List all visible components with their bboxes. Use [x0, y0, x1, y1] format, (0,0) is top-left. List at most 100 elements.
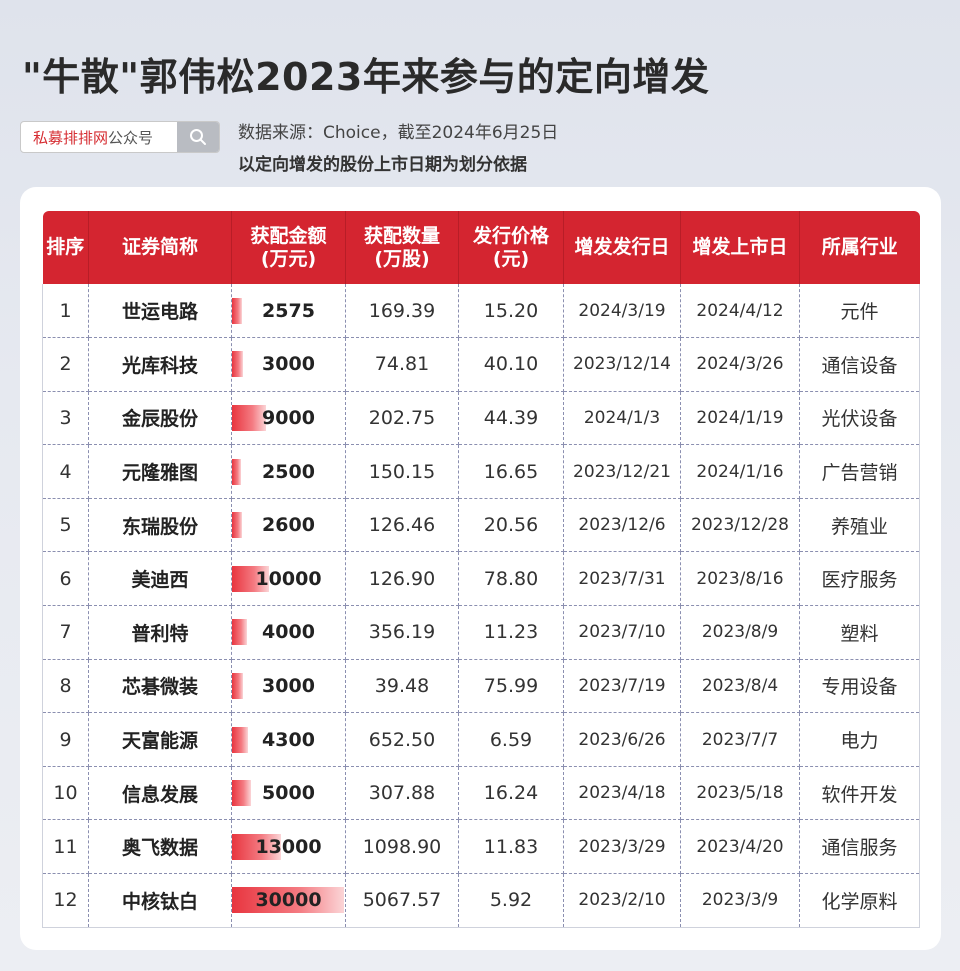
cell-industry: 元件 [799, 284, 920, 339]
search-suffix-text: 公众号 [108, 128, 154, 147]
cell-industry: 通信服务 [799, 819, 920, 875]
cell-issue-date: 2023/12/14 [563, 337, 681, 392]
cell-amount: 3000 [231, 337, 346, 392]
data-source: 数据来源：Choice，截至2024年6月25日 [238, 123, 559, 143]
cell-rank: 12 [42, 873, 89, 928]
amount-value: 4000 [262, 621, 315, 644]
cell-name: 光库科技 [88, 337, 232, 392]
cell-industry: 电力 [799, 712, 920, 767]
amount-bar [232, 458, 242, 485]
cell-list-date: 2023/5/18 [680, 766, 800, 821]
cell-price: 11.23 [458, 605, 564, 660]
amount-value: 13000 [255, 835, 322, 858]
amount-value: 4300 [262, 728, 315, 751]
placement-table: 排序 证券简称 获配金额 (万元) 获配数量 (万股) 发行价格 (元) 增发发行日 … [42, 211, 920, 928]
cell-name: 天富能源 [88, 712, 232, 767]
amount-bar [232, 833, 281, 860]
cell-industry: 医疗服务 [799, 551, 920, 607]
cell-price: 6.59 [458, 712, 564, 767]
amount-bar [232, 351, 244, 378]
amount-value: 9000 [262, 406, 315, 429]
amount-bar [232, 726, 249, 753]
table-row: 9 天富能源 4300 652.50 6.59 2023/6/26 2023/7/7 电力 [42, 712, 920, 767]
cell-rank: 4 [42, 444, 89, 499]
cell-qty: 652.50 [345, 712, 459, 767]
cell-amount: 10000 [231, 551, 346, 607]
cell-price: 20.56 [458, 498, 564, 553]
search-box[interactable]: 私募排排网 公众号 [20, 121, 220, 153]
amount-bar [232, 565, 270, 592]
cell-name: 普利特 [88, 605, 232, 660]
cell-qty: 74.81 [345, 337, 459, 392]
cell-issue-date: 2023/6/26 [563, 712, 681, 767]
cell-issue-date: 2023/2/10 [563, 873, 681, 928]
amount-value: 5000 [262, 782, 315, 805]
cell-amount: 4000 [231, 605, 346, 660]
cell-qty: 150.15 [345, 444, 459, 499]
cell-issue-date: 2023/3/29 [563, 819, 681, 875]
amount-bar [232, 512, 242, 539]
table-row: 7 普利特 4000 356.19 11.23 2023/7/10 2023/8/9 塑料 [42, 605, 920, 660]
cell-amount: 2575 [231, 284, 346, 339]
cell-issue-date: 2023/12/21 [563, 444, 681, 499]
cell-issue-date: 2023/4/18 [563, 766, 681, 821]
page-title: "牛散"郭伟松2023年来参与的定向增发 [22, 55, 710, 99]
cell-amount: 3000 [231, 659, 346, 714]
cell-qty: 356.19 [345, 605, 459, 660]
cell-rank: 11 [42, 819, 89, 875]
cell-price: 16.24 [458, 766, 564, 821]
amount-value: 10000 [255, 567, 322, 590]
header-amount: 获配金额 (万元) [231, 211, 346, 284]
amount-bar [232, 297, 242, 324]
cell-price: 78.80 [458, 551, 564, 607]
cell-industry: 塑料 [799, 605, 920, 660]
table-row: 2 光库科技 3000 74.81 40.10 2023/12/14 2024/3/26 通信… [42, 337, 920, 392]
table-row: 4 元隆雅图 2500 150.15 16.65 2023/12/21 2024/1/16 广… [42, 444, 920, 499]
table-row: 8 芯碁微装 3000 39.48 75.99 2023/7/19 2023/8/4 专用设备 [42, 659, 920, 714]
table-row: 1 世运电路 2575 169.39 15.20 2024/3/19 2024/4/12 元件 [42, 284, 920, 339]
cell-qty: 126.46 [345, 498, 459, 553]
amount-value: 3000 [262, 674, 315, 697]
header-list-date: 增发上市日 [680, 211, 800, 284]
header-industry: 所属行业 [799, 211, 920, 284]
amount-value: 2575 [262, 299, 315, 322]
cell-name: 中核钛白 [88, 873, 232, 928]
amount-bar [232, 619, 247, 646]
cell-name: 芯碁微装 [88, 659, 232, 714]
cell-list-date: 2023/8/4 [680, 659, 800, 714]
cell-qty: 1098.90 [345, 819, 459, 875]
cell-rank: 6 [42, 551, 89, 607]
table-note: 以定向增发的股份上市日期为划分依据 [238, 155, 527, 175]
amount-bar [232, 887, 344, 914]
cell-rank: 2 [42, 337, 89, 392]
cell-price: 75.99 [458, 659, 564, 714]
cell-list-date: 2023/4/20 [680, 819, 800, 875]
table-row: 3 金辰股份 9000 202.75 44.39 2024/1/3 2024/1/19 光伏设… [42, 391, 920, 446]
table-row: 11 奥飞数据 13000 1098.90 11.83 2023/3/29 2023/4/2… [42, 819, 920, 875]
cell-amount: 9000 [231, 391, 346, 446]
table-row: 5 东瑞股份 2600 126.46 20.56 2023/12/6 2023/12/28 养… [42, 498, 920, 553]
cell-list-date: 2023/12/28 [680, 498, 800, 553]
cell-qty: 169.39 [345, 284, 459, 339]
cell-industry: 光伏设备 [799, 391, 920, 446]
cell-amount: 4300 [231, 712, 346, 767]
amount-value: 30000 [255, 889, 322, 912]
cell-issue-date: 2024/1/3 [563, 391, 681, 446]
cell-amount: 13000 [231, 819, 346, 875]
cell-list-date: 2024/1/16 [680, 444, 800, 499]
cell-list-date: 2024/1/19 [680, 391, 800, 446]
cell-issue-date: 2023/7/10 [563, 605, 681, 660]
cell-price: 44.39 [458, 391, 564, 446]
cell-name: 元隆雅图 [88, 444, 232, 499]
cell-qty: 202.75 [345, 391, 459, 446]
search-button[interactable] [177, 122, 219, 152]
amount-bar [232, 672, 244, 699]
cell-list-date: 2023/7/7 [680, 712, 800, 767]
header-qty: 获配数量 (万股) [345, 211, 459, 284]
header-rank: 排序 [42, 211, 89, 284]
cell-amount: 2500 [231, 444, 346, 499]
cell-qty: 39.48 [345, 659, 459, 714]
table-row: 6 美迪西 10000 126.90 78.80 2023/7/31 2023/8/16 医疗… [42, 551, 920, 607]
search-icon [190, 129, 206, 145]
cell-industry: 养殖业 [799, 498, 920, 553]
